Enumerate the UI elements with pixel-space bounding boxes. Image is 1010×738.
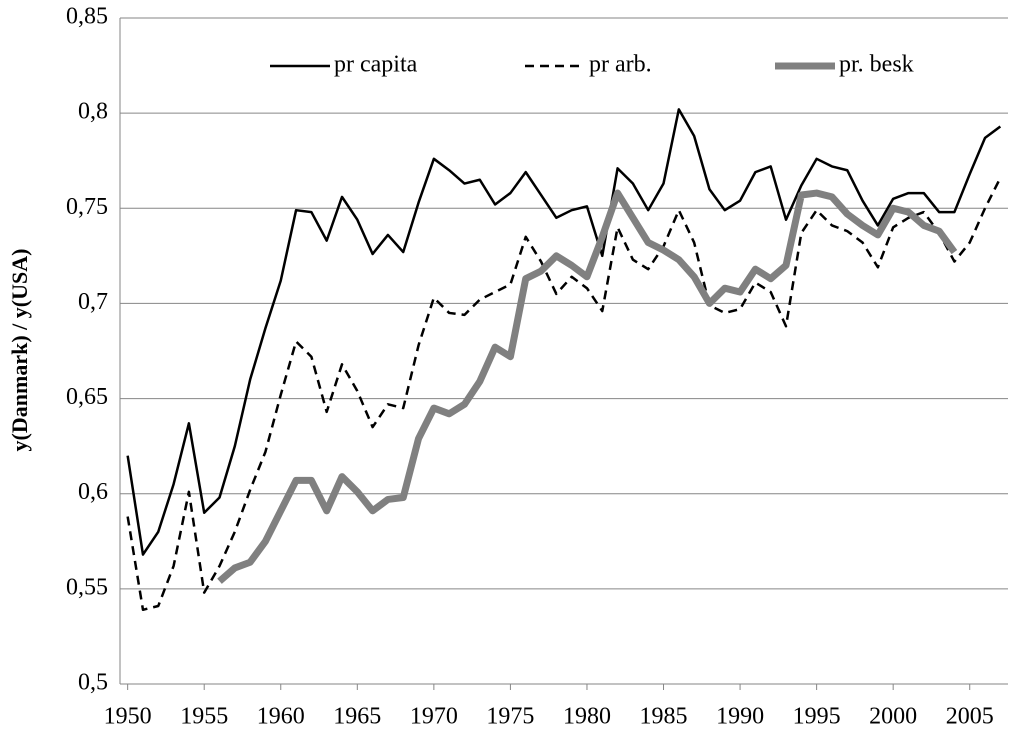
y-tick-label: 0,75: [66, 194, 108, 220]
y-tick-label: 0,55: [66, 574, 108, 600]
x-tick-label: 1970: [410, 704, 458, 730]
y-tick-label: 0,6: [78, 479, 108, 505]
legend-label: pr. besk: [839, 52, 914, 78]
y-tick-label: 0,8: [78, 99, 108, 125]
y-tick-label: 0,65: [66, 384, 108, 410]
y-tick-label: 0,5: [78, 670, 108, 696]
legend-label: pr arb.: [589, 52, 652, 78]
x-tick-label: 1955: [180, 704, 228, 730]
x-tick-label: 2005: [946, 704, 994, 730]
x-tick-label: 1990: [716, 704, 764, 730]
x-tick-label: 1995: [793, 704, 841, 730]
x-tick-label: 2000: [869, 704, 917, 730]
series-line: [126, 177, 1002, 612]
y-tick-label: 0,85: [66, 4, 108, 30]
series-line: [217, 189, 958, 584]
x-tick-label: 1960: [257, 704, 305, 730]
x-tick-label: 1975: [486, 704, 534, 730]
x-tick-label: 1950: [104, 704, 152, 730]
series-line: [126, 108, 1002, 556]
y-tick-label: 0,7: [78, 289, 108, 315]
legend-label: pr capita: [334, 52, 418, 78]
x-tick-label: 1985: [640, 704, 688, 730]
y-axis-label: y(Danmark) / y(USA): [7, 249, 32, 452]
x-tick-label: 1965: [333, 704, 381, 730]
x-tick-label: 1980: [563, 704, 611, 730]
